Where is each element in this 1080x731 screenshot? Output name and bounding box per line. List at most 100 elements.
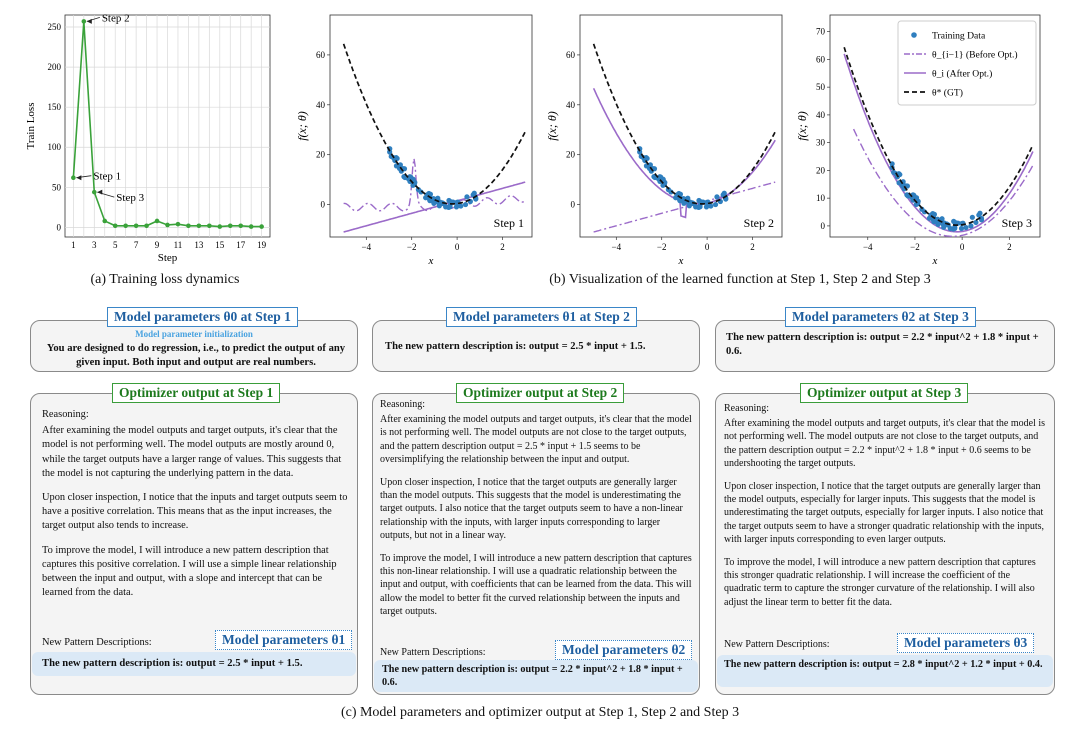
training-data-point [703,204,710,210]
training-data-point [415,187,421,193]
reasoning-label-2: Reasoning: [380,399,425,410]
x-tick-label: 1 [71,240,76,250]
legend-label: Training Data [932,31,986,42]
y-axis-label: f(x; θ) [545,111,559,141]
params-step3-title: Model parameters θ2 at Step 3 [785,307,976,327]
training-data-point [931,211,938,217]
training-data-point [657,174,663,180]
training-data-point [435,195,441,201]
y-tick-label: 0 [821,221,826,231]
x-tick-label: −4 [863,242,873,252]
annotation-label: Step 1 [93,171,121,183]
x-tick-label: −2 [407,242,417,252]
loss-point [259,224,264,229]
training-data-point [693,204,699,210]
training-data-point [708,203,714,209]
annotation-arrowhead [76,175,82,181]
caption-b: (b) Visualization of the learned functio… [549,272,931,287]
caption-a: (a) Training loss dynamics [90,272,240,287]
x-tick-label: 3 [92,240,97,250]
loss-point [91,189,97,195]
y-tick-label: 20 [816,165,826,175]
y-axis-label: Train Loss [25,103,37,150]
y-tick-label: 70 [816,27,826,37]
y-tick-label: 50 [52,182,62,192]
loss-point [144,223,149,229]
annotation-label: Step 2 [102,12,130,24]
params-step1-text: You are designed to do regression, i.e.,… [46,343,346,368]
training-data-point [681,200,687,206]
y-axis-label: f(x; θ) [295,111,309,141]
annotation-label: Step 3 [116,192,144,204]
function-chart-step1: 0 20 40 60 −4 −2 0 2 x f(x; θ) Step 1 [295,14,533,267]
params-box-step1: Model parameter initialization You are d… [30,320,358,372]
reasoning-label-1: Reasoning: [42,409,89,420]
training-data-point [963,224,969,231]
step-label: Step 3 [1002,216,1032,230]
training-data-point [462,201,469,208]
loss-point [71,175,76,180]
y-tick-label: 100 [48,142,62,152]
new-pattern-highlight-3 [717,655,1053,687]
training-data-point [458,203,464,209]
training-data-point [665,187,671,193]
loss-point [196,223,202,229]
training-data-point [968,223,974,229]
x-tick-label: 13 [194,240,204,250]
after-opt-curve [343,181,526,233]
loss-point [186,223,191,229]
training-data-point [720,192,726,198]
y-tick-label: 250 [48,22,62,32]
x-tick-label: 0 [705,242,710,252]
loss-point [123,223,128,229]
new-pattern-label-3: New Pattern Descriptions: [724,639,830,650]
new-param-tag-3: Model parameters θ3 [897,633,1035,653]
optimizer-step3-text: Reasoning: After examining the model out… [724,402,1048,619]
y-tick-label: 20 [566,150,576,160]
y-tick-label: 40 [316,100,326,110]
params-box-step2: The new pattern description is: output =… [372,320,700,372]
x-tick-label: −4 [362,242,372,252]
training-data-point [933,217,940,223]
training-data-point [696,197,702,204]
gt-curve [592,43,776,205]
new-pattern-text-1: The new pattern description is: output =… [42,658,303,669]
y-tick-label: 60 [566,50,576,60]
loss-point [154,218,160,224]
training-data-point [453,204,460,210]
x-tick-label: 11 [174,240,183,250]
loss-point [207,223,212,229]
loss-point [217,224,223,229]
new-pattern-label-1: New Pattern Descriptions: [42,637,152,648]
training-data-point [947,225,953,232]
optimizer-step1-title: Optimizer output at Step 1 [112,383,281,403]
new-pattern-label-2: New Pattern Descriptions: [380,647,486,658]
loss-point [227,223,233,229]
legend-label: θ* (GT) [932,88,963,99]
reasoning-para: Upon closer inspection, I notice that th… [724,481,1045,545]
training-data-point [935,221,941,228]
loss-point [238,223,244,229]
y-tick-label: 0 [571,200,576,210]
y-tick-label: 200 [48,62,62,72]
loss-point [165,222,170,228]
training-data-point [443,204,449,210]
training-data-point [976,212,982,218]
x-axis-label: x [428,255,434,267]
gt-curve [843,46,1034,226]
new-param-tag-1: Model parameters θ1 [215,630,353,650]
loss-point [81,19,87,24]
training-data-point [446,197,452,204]
y-tick-label: 0 [321,200,326,210]
x-tick-label: −2 [910,242,920,252]
params-step3-text: The new pattern description is: output =… [726,332,1039,357]
training-data-point [423,195,429,201]
new-pattern-text-2: The new pattern description is: output =… [382,664,683,688]
before-opt-curve [852,128,1034,238]
params-step2-text: The new pattern description is: output =… [385,341,646,352]
caption-c: (c) Model parameters and optimizer outpu… [340,705,740,720]
y-tick-label: 50 [816,82,826,92]
params-step2-title: Model parameters θ1 at Step 2 [446,307,637,327]
training-data-point [973,219,979,226]
training-data-point [891,169,897,175]
